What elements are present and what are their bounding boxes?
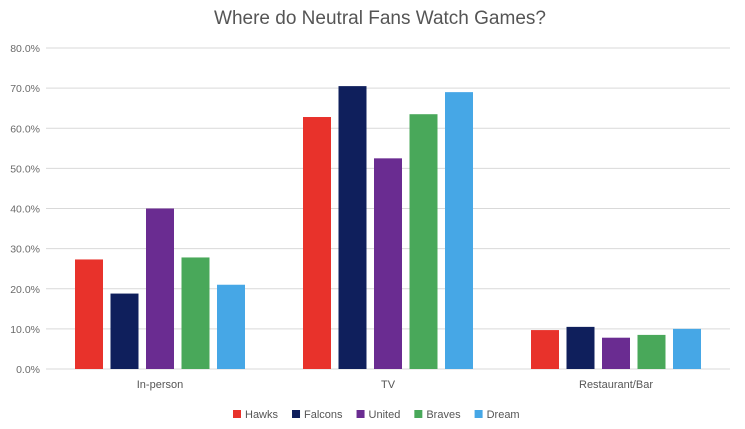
legend-label-braves: Braves — [426, 409, 461, 421]
bar-falcons-in-person — [110, 293, 139, 369]
legend-swatch-hawks — [233, 410, 241, 418]
y-tick-label: 70.0% — [10, 83, 40, 95]
y-tick-label: 40.0% — [10, 204, 40, 216]
y-tick-label: 80.0% — [10, 43, 40, 55]
legend: Hawks Falcons United Braves Dream — [233, 409, 520, 421]
bar-united-tv — [374, 158, 402, 369]
bar-dream-tv — [445, 92, 473, 369]
y-tick-label: 50.0% — [10, 163, 40, 175]
y-tick-label: 30.0% — [10, 244, 40, 256]
y-axis-tick-labels: 0.0% 10.0% 20.0% 30.0% 40.0% 50.0% 60.0% 70.0% 8… — [10, 43, 40, 376]
y-tick-label: 20.0% — [10, 284, 40, 296]
legend-swatch-braves — [414, 410, 423, 418]
bar-braves-in-person — [181, 257, 210, 369]
bar-united-restaurant-bar — [602, 337, 630, 369]
legend-label-united: United — [369, 409, 401, 421]
chart-title: Where do Neutral Fans Watch Games? — [214, 8, 546, 29]
bar-dream-restaurant-bar — [673, 328, 701, 369]
x-category-label: TV — [381, 379, 396, 391]
y-tick-label: 10.0% — [10, 324, 40, 336]
legend-swatch-dream — [474, 410, 483, 418]
y-tick-label: 60.0% — [10, 123, 40, 135]
legend-swatch-falcons — [292, 410, 301, 418]
bar-braves-tv — [409, 114, 438, 369]
x-category-label: In-person — [137, 379, 183, 391]
bar-dream-in-person — [217, 284, 245, 369]
legend-swatch-united — [356, 410, 365, 418]
bar-braves-restaurant-bar — [637, 334, 666, 369]
legend-label-dream: Dream — [487, 409, 520, 421]
legend-label-hawks: Hawks — [245, 409, 279, 421]
bar-hawks-restaurant-bar — [531, 330, 559, 369]
bar-hawks-tv — [303, 117, 331, 369]
legend-label-falcons: Falcons — [304, 409, 343, 421]
x-category-label: Restaurant/Bar — [579, 379, 653, 391]
y-tick-label: 0.0% — [16, 364, 40, 376]
bar-hawks-in-person — [75, 259, 103, 369]
bars — [75, 86, 701, 370]
bar-falcons-tv — [338, 86, 367, 370]
bar-falcons-restaurant-bar — [566, 326, 595, 369]
x-axis-category-labels: In-person TV Restaurant/Bar — [137, 379, 654, 391]
bar-united-in-person — [146, 208, 174, 369]
